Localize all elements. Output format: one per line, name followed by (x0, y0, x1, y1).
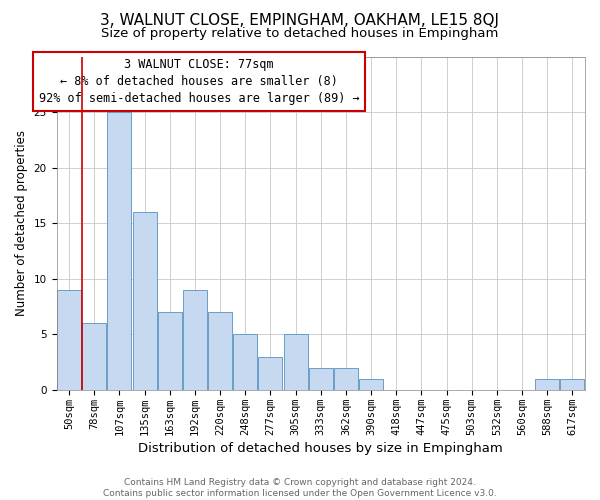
Bar (57, 290, 81, 390)
Bar (183, 290, 207, 390)
Bar (560, 379, 584, 390)
Bar (133, 212, 157, 390)
Bar (535, 379, 559, 390)
Bar (208, 312, 232, 390)
Bar (334, 368, 358, 390)
Bar (309, 368, 333, 390)
Y-axis label: Number of detached properties: Number of detached properties (15, 130, 28, 316)
Bar (284, 334, 308, 390)
Bar (107, 112, 131, 390)
Bar (259, 356, 283, 390)
Bar (359, 379, 383, 390)
Text: 3, WALNUT CLOSE, EMPINGHAM, OAKHAM, LE15 8QJ: 3, WALNUT CLOSE, EMPINGHAM, OAKHAM, LE15… (101, 12, 499, 28)
Bar (158, 312, 182, 390)
X-axis label: Distribution of detached houses by size in Empingham: Distribution of detached houses by size … (139, 442, 503, 455)
Bar (82, 323, 106, 390)
Text: 3 WALNUT CLOSE: 77sqm
← 8% of detached houses are smaller (8)
92% of semi-detach: 3 WALNUT CLOSE: 77sqm ← 8% of detached h… (39, 58, 359, 105)
Text: Contains HM Land Registry data © Crown copyright and database right 2024.
Contai: Contains HM Land Registry data © Crown c… (103, 478, 497, 498)
Text: Size of property relative to detached houses in Empingham: Size of property relative to detached ho… (101, 28, 499, 40)
Bar (233, 334, 257, 390)
